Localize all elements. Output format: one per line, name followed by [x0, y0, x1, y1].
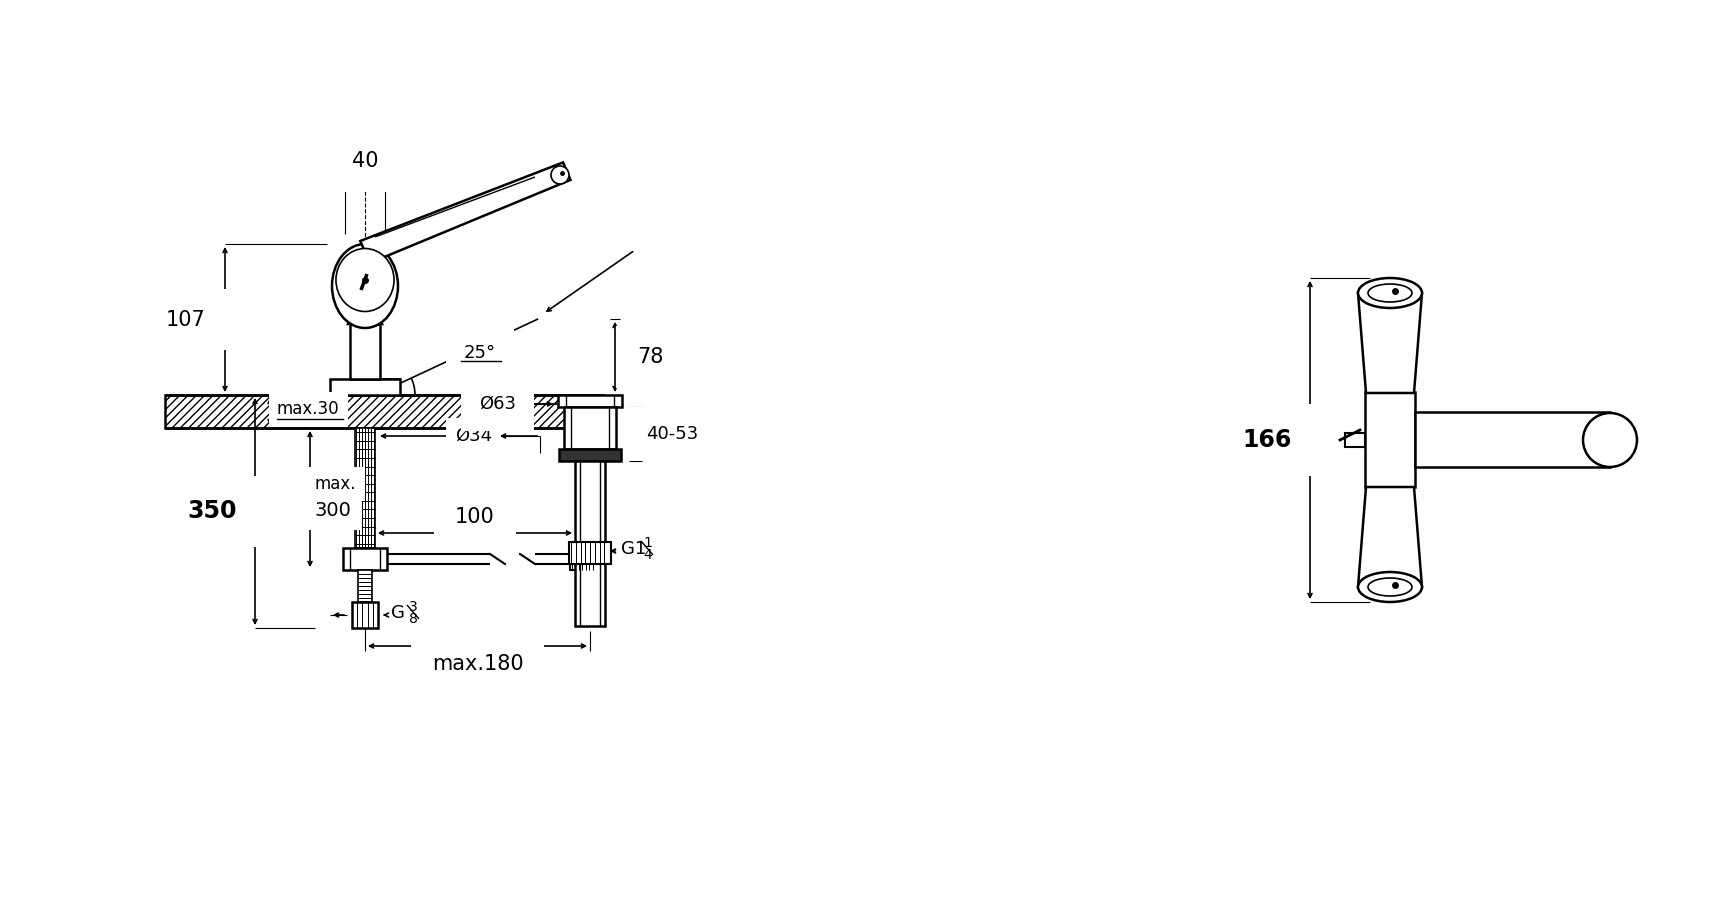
Text: 107: 107: [166, 310, 204, 329]
Bar: [1415, 412, 1611, 467]
Bar: [356, 548, 374, 558]
Polygon shape: [1358, 293, 1422, 393]
Ellipse shape: [1358, 278, 1422, 308]
Text: 78: 78: [637, 347, 663, 367]
Bar: [569, 548, 599, 570]
Polygon shape: [1358, 487, 1422, 587]
Ellipse shape: [1358, 572, 1422, 602]
Text: 166: 166: [1242, 428, 1292, 452]
Text: max.30: max.30: [277, 400, 339, 418]
Text: G: G: [391, 604, 405, 622]
Text: 1: 1: [644, 536, 652, 550]
Bar: [559, 395, 623, 407]
Polygon shape: [348, 320, 382, 324]
Bar: [355, 428, 375, 548]
Ellipse shape: [332, 244, 398, 328]
Text: 300: 300: [315, 501, 351, 520]
Text: 25°: 25°: [464, 344, 497, 362]
Text: 100: 100: [455, 507, 495, 527]
Bar: [1365, 392, 1415, 487]
Bar: [574, 461, 606, 626]
Bar: [351, 602, 377, 628]
Bar: [569, 542, 611, 564]
Bar: [1344, 433, 1365, 447]
Text: 40: 40: [351, 151, 379, 171]
Text: 8: 8: [408, 612, 419, 626]
Polygon shape: [360, 162, 571, 263]
Bar: [559, 449, 621, 461]
Circle shape: [550, 166, 569, 184]
Bar: [564, 407, 616, 449]
Text: 3: 3: [408, 600, 417, 614]
Bar: [164, 395, 566, 428]
Circle shape: [1583, 413, 1637, 467]
Bar: [330, 379, 400, 395]
Text: Ø63: Ø63: [479, 395, 516, 413]
Text: 350: 350: [187, 500, 237, 524]
Text: 40-53: 40-53: [645, 425, 699, 443]
Ellipse shape: [1368, 578, 1412, 596]
Text: max.180: max.180: [432, 654, 522, 674]
Bar: [358, 570, 372, 602]
Bar: [349, 324, 381, 379]
Text: max.: max.: [315, 475, 356, 493]
Bar: [343, 548, 388, 570]
Text: Ø34: Ø34: [455, 427, 491, 445]
Ellipse shape: [1368, 284, 1412, 302]
Text: G1: G1: [621, 540, 647, 558]
Text: 4: 4: [644, 548, 652, 562]
Ellipse shape: [336, 248, 394, 311]
